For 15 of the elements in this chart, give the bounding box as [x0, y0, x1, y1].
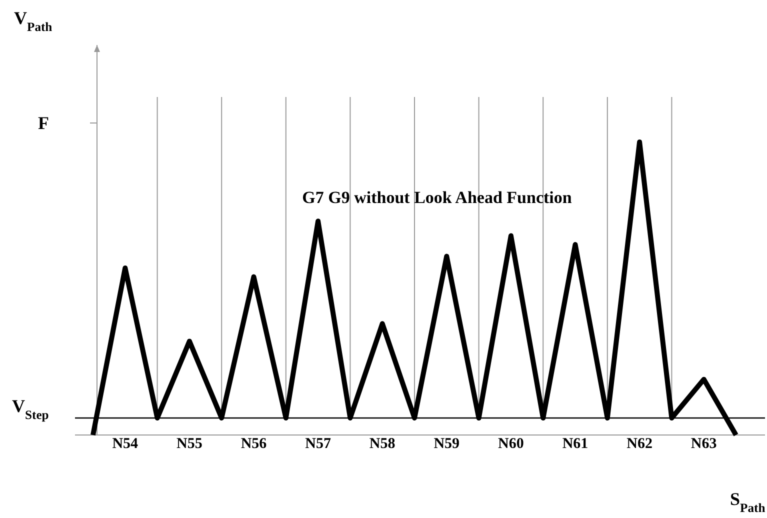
x-tick-label: N57: [305, 436, 332, 452]
x-tick-label: N61: [562, 436, 588, 452]
annotation: G7 G9 without Look Ahead Function: [302, 188, 572, 207]
ref-line-label: V$_{Step}$: [12, 396, 49, 422]
x-tick-label: N59: [434, 436, 460, 452]
x-axis-title: S$_{Path}$: [730, 489, 766, 515]
x-tick-label: N56: [240, 436, 268, 452]
x-tick-label: N62: [626, 436, 652, 452]
x-tick-label: N60: [498, 436, 524, 452]
x-tick-label: N54: [112, 436, 139, 452]
x-tick-label: N63: [690, 436, 717, 452]
text: F: [38, 113, 49, 133]
text: V$_{Path}$: [14, 8, 52, 34]
x-tick-label: N58: [369, 436, 396, 452]
x-tick-label: N55: [176, 436, 202, 452]
